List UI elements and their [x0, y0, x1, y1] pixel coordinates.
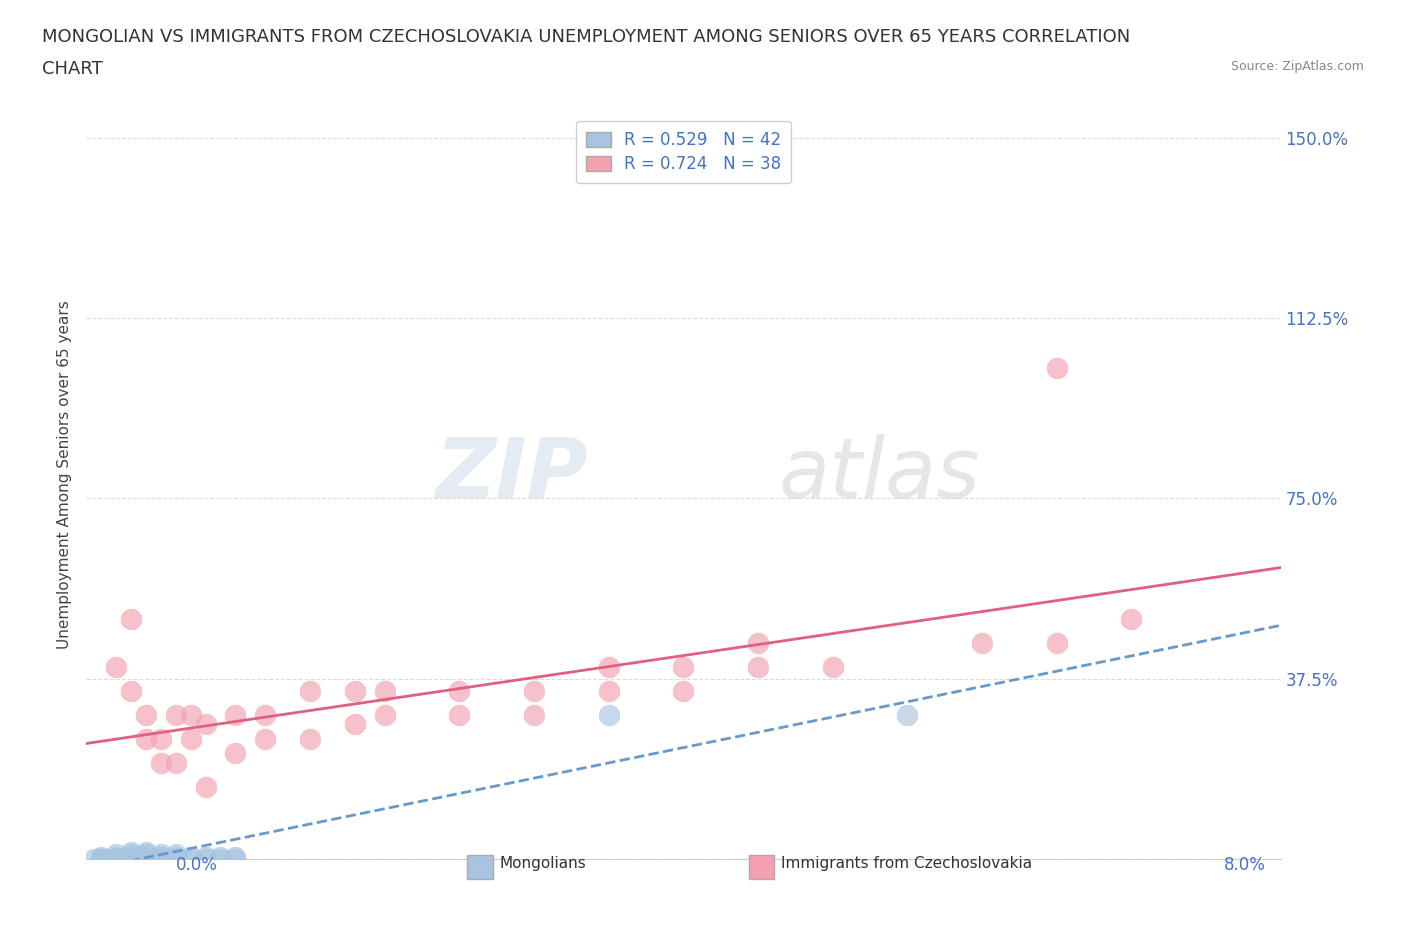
Point: [112, 852, 135, 867]
Point: [747, 659, 769, 674]
Point: [104, 852, 127, 867]
Point: [224, 746, 246, 761]
Point: [598, 659, 620, 674]
Point: [90, 852, 112, 867]
Point: [149, 852, 172, 867]
Point: [120, 611, 142, 626]
Point: [120, 684, 142, 698]
Point: [104, 847, 127, 862]
Point: [83, 852, 105, 867]
Point: [896, 708, 918, 723]
Point: [180, 852, 202, 867]
Point: [747, 635, 769, 650]
Point: [209, 849, 232, 864]
Point: [224, 708, 246, 723]
Point: [598, 708, 620, 723]
Text: Immigrants from Czechoslovakia: Immigrants from Czechoslovakia: [782, 857, 1032, 871]
Point: [104, 659, 127, 674]
Point: [104, 849, 127, 864]
Point: [90, 849, 112, 864]
Point: [180, 708, 202, 723]
Point: [97, 852, 120, 867]
Point: [523, 708, 546, 723]
Point: [135, 852, 157, 867]
Text: ZIP: ZIP: [436, 433, 588, 515]
Y-axis label: Unemployment Among Seniors over 65 years: Unemployment Among Seniors over 65 years: [58, 300, 72, 649]
Point: [149, 847, 172, 862]
Point: [343, 684, 366, 698]
Point: [254, 708, 277, 723]
Text: Mongolians: Mongolians: [501, 857, 586, 871]
Point: [523, 684, 546, 698]
Point: [90, 852, 112, 867]
Point: [120, 852, 142, 867]
Text: CHART: CHART: [42, 60, 103, 78]
Point: [374, 684, 396, 698]
Point: [180, 732, 202, 747]
Point: [194, 779, 217, 794]
Point: [165, 849, 187, 864]
Legend: R = 0.529   N = 42, R = 0.724   N = 38: R = 0.529 N = 42, R = 0.724 N = 38: [575, 121, 792, 183]
Point: [254, 732, 277, 747]
Text: Source: ZipAtlas.com: Source: ZipAtlas.com: [1230, 60, 1364, 73]
Point: [104, 852, 127, 867]
Point: [165, 847, 187, 862]
Point: [149, 755, 172, 770]
Text: 8.0%: 8.0%: [1223, 856, 1265, 873]
Point: [194, 852, 217, 867]
Point: [299, 684, 322, 698]
Point: [90, 852, 112, 867]
Point: [135, 847, 157, 862]
Text: atlas: atlas: [779, 433, 980, 515]
Point: [821, 659, 844, 674]
Point: [449, 708, 471, 723]
Point: [224, 849, 246, 864]
Point: [149, 852, 172, 867]
Point: [120, 847, 142, 862]
Point: [165, 755, 187, 770]
Point: [149, 849, 172, 864]
Point: [135, 852, 157, 867]
Point: [120, 844, 142, 859]
Point: [970, 635, 993, 650]
Point: [165, 852, 187, 867]
Point: [180, 849, 202, 864]
Point: [299, 732, 322, 747]
Text: 0.0%: 0.0%: [176, 856, 218, 873]
Point: [209, 852, 232, 867]
Point: [598, 684, 620, 698]
Point: [120, 849, 142, 864]
Point: [672, 659, 695, 674]
Point: [120, 852, 142, 867]
Point: [135, 849, 157, 864]
Point: [374, 708, 396, 723]
Point: [165, 708, 187, 723]
Point: [1121, 611, 1143, 626]
Point: [135, 708, 157, 723]
Point: [1046, 635, 1069, 650]
Point: [135, 852, 157, 867]
Point: [343, 717, 366, 732]
Point: [149, 852, 172, 867]
Point: [224, 852, 246, 867]
Point: [449, 684, 471, 698]
Text: MONGOLIAN VS IMMIGRANTS FROM CZECHOSLOVAKIA UNEMPLOYMENT AMONG SENIORS OVER 65 Y: MONGOLIAN VS IMMIGRANTS FROM CZECHOSLOVA…: [42, 28, 1130, 46]
Point: [135, 844, 157, 859]
Point: [135, 732, 157, 747]
Point: [672, 684, 695, 698]
Point: [1046, 361, 1069, 376]
Point: [194, 849, 217, 864]
Point: [149, 732, 172, 747]
Point: [104, 852, 127, 867]
Point: [194, 717, 217, 732]
Point: [120, 852, 142, 867]
